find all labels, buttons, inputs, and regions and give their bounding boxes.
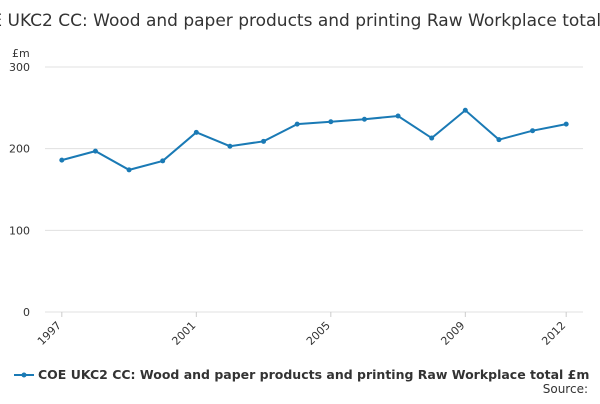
point (193, 129, 199, 135)
y-tick-label: 200 (9, 143, 30, 156)
series-line (61, 108, 567, 171)
point (92, 148, 98, 154)
y-tick-label: 0 (23, 306, 30, 319)
point (496, 137, 502, 143)
x-tick-label: 1997 (35, 319, 64, 348)
chart-title: COE UKC2 CC: Wood and paper products and… (0, 11, 600, 31)
x-tick-label: 2005 (304, 319, 333, 348)
point (328, 119, 334, 125)
point (530, 128, 536, 134)
legend-marker (21, 372, 27, 378)
point (429, 135, 435, 141)
point (59, 157, 65, 163)
legend-label: COE UKC2 CC: Wood and paper products and… (38, 367, 589, 382)
y-tick-label: 100 (9, 224, 30, 237)
point (160, 158, 166, 164)
point (395, 113, 401, 119)
point (462, 107, 468, 113)
point (563, 121, 569, 127)
x-tick-label: 2009 (438, 319, 467, 348)
source: Source: (543, 382, 588, 396)
point (126, 167, 132, 173)
x-tick-label: 2001 (169, 319, 198, 348)
y-tick-label: 300 (9, 61, 30, 74)
point (227, 143, 233, 149)
point (294, 121, 300, 127)
x-tick-label: 2012 (539, 319, 568, 348)
point (261, 138, 267, 144)
y-axis-label: £m (12, 47, 30, 60)
point (361, 116, 367, 122)
